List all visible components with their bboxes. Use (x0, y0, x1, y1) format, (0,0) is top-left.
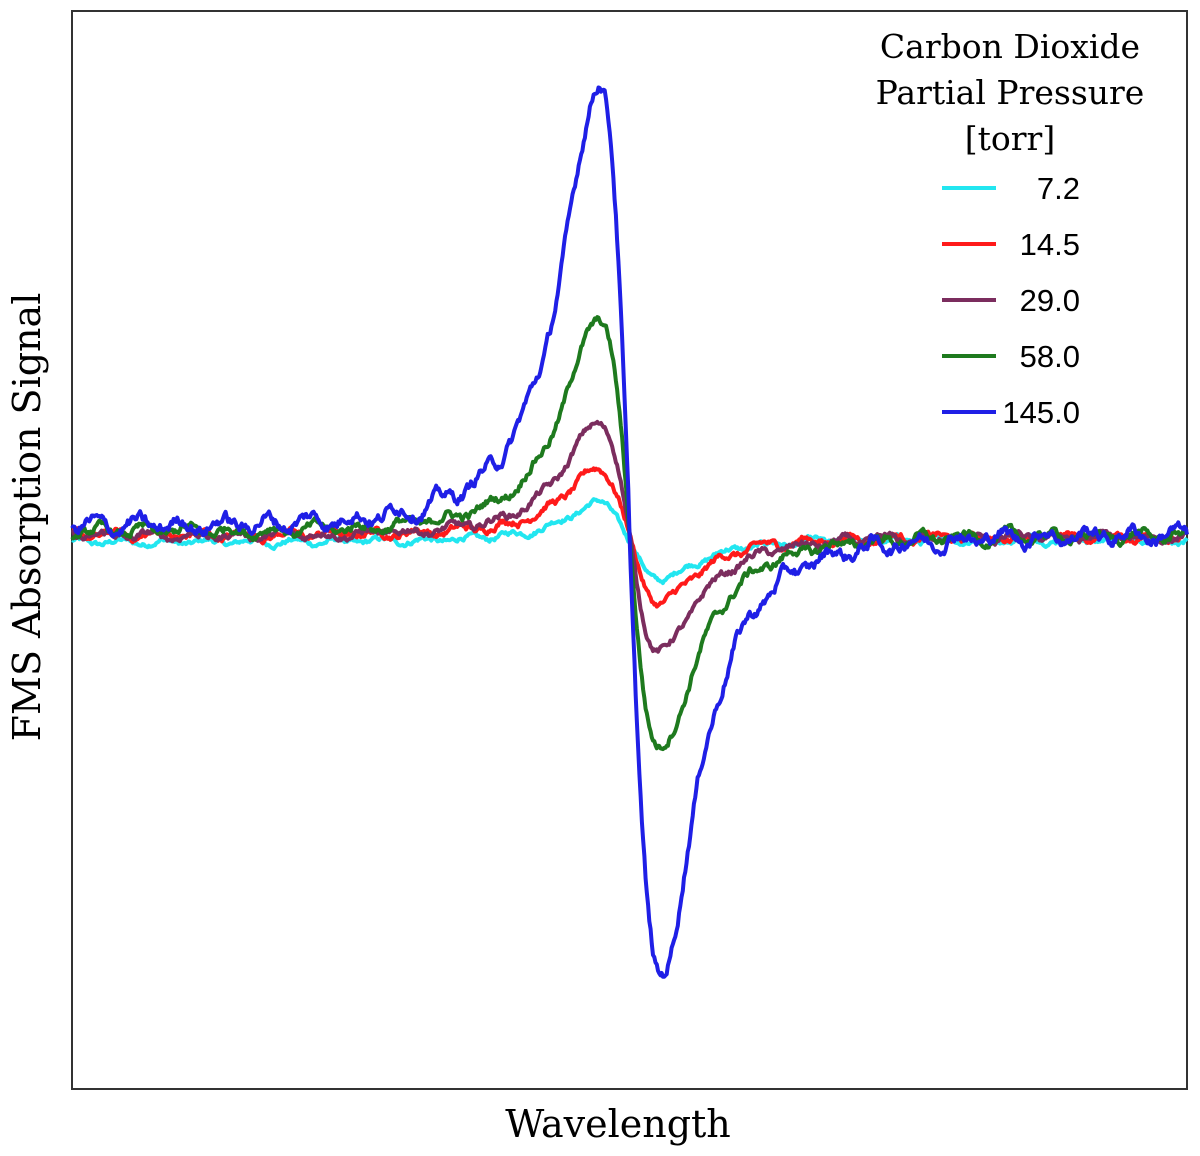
legend-label-29-0: 29.0 (1020, 283, 1080, 318)
y-axis-title: FMS Absorption Signal (5, 293, 49, 742)
series-line-145-0 (70, 85, 1189, 979)
legend-title-line-2: Partial Pressure (876, 73, 1145, 112)
legend-title-line-1: Carbon Dioxide (880, 27, 1140, 66)
legend-label-145-0: 145.0 (1002, 395, 1080, 430)
plot-area-frame (71, 10, 1188, 1090)
legend-title-line-3: [torr] (965, 119, 1055, 158)
legend-label-7-2: 7.2 (1037, 171, 1080, 206)
x-axis-title: Wavelength (505, 1102, 731, 1146)
legend-label-58-0: 58.0 (1020, 339, 1080, 374)
series-layer (70, 85, 1189, 979)
legend-label-14-5: 14.5 (1020, 227, 1080, 262)
legend: Carbon Dioxide Partial Pressure [torr] 7… (876, 27, 1145, 430)
